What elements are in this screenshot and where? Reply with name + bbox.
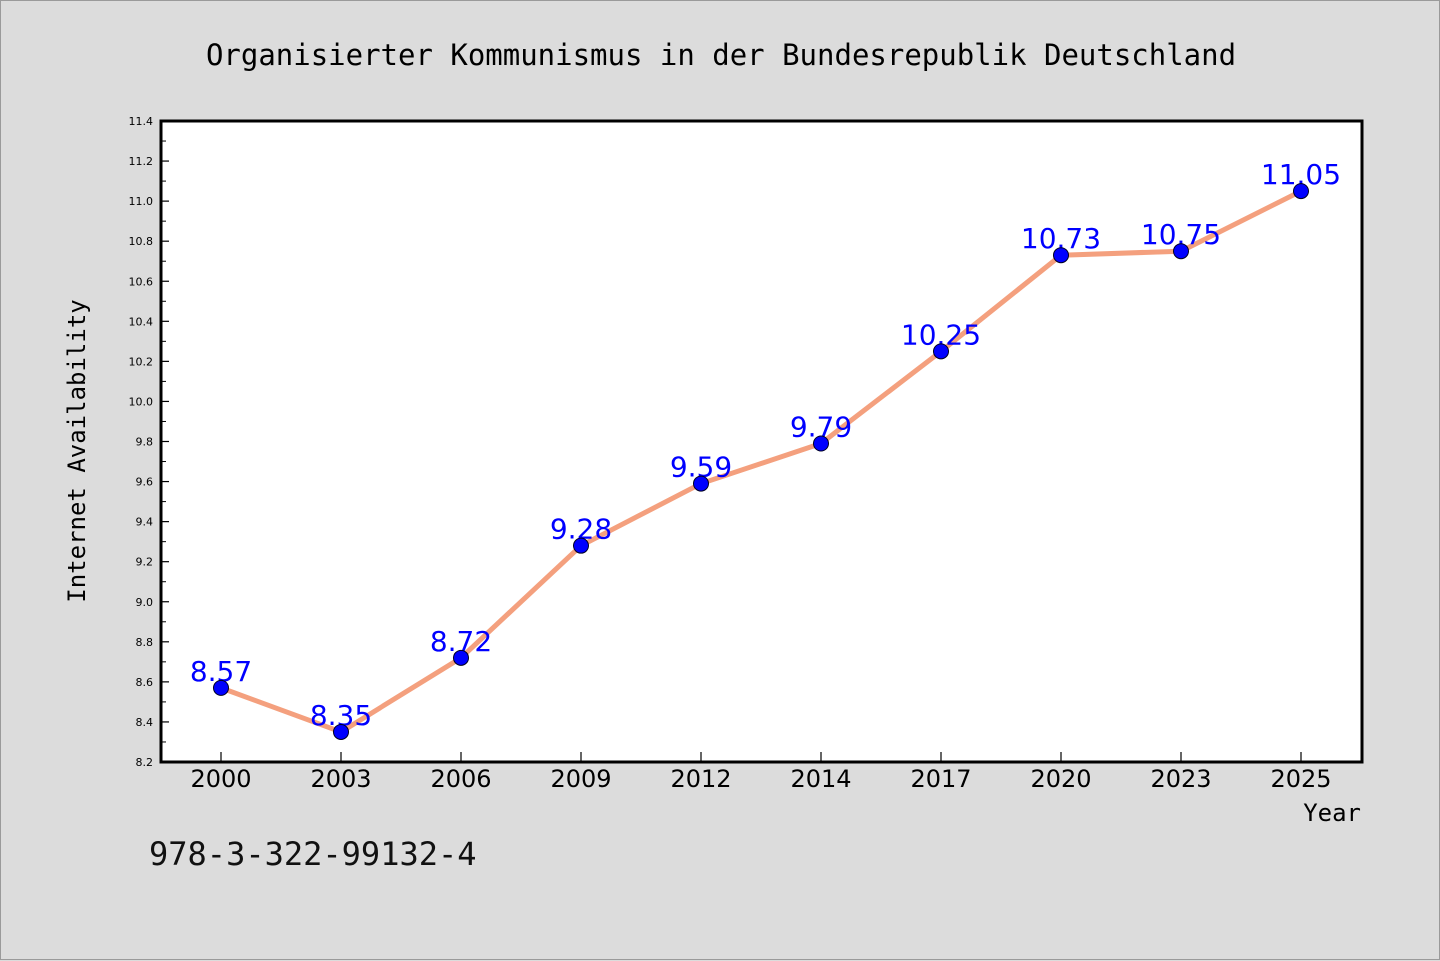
data-point <box>333 723 349 740</box>
data-point <box>453 649 469 666</box>
y-tick-label: 8.8 <box>136 636 154 649</box>
data-point <box>213 679 229 696</box>
x-tick-label: 2006 <box>430 765 491 793</box>
y-tick-label: 9.4 <box>136 516 154 529</box>
y-tick-label: 8.2 <box>136 756 154 769</box>
y-tick-label: 11.4 <box>129 115 154 128</box>
y-tick-label: 11.2 <box>129 155 154 168</box>
data-point <box>813 435 829 452</box>
data-point <box>1053 247 1069 264</box>
y-tick-label: 10.6 <box>129 275 154 288</box>
y-tick-label: 9.6 <box>136 476 154 489</box>
x-tick-label: 2020 <box>1030 765 1091 793</box>
data-point <box>573 537 589 554</box>
y-tick-label: 10.0 <box>129 395 154 408</box>
data-point <box>1293 183 1309 200</box>
x-axis: 2000 2003 2006 2009 2012 2014 2017 2020 2023 2025 <box>190 752 1332 793</box>
y-tick-label: 8.4 <box>136 716 154 729</box>
x-tick-label: 2009 <box>550 765 611 793</box>
data-point <box>933 343 949 360</box>
x-tick-label: 2023 <box>1150 765 1211 793</box>
data-point <box>1173 243 1189 260</box>
y-tick-label: 10.2 <box>129 355 154 368</box>
y-tick-label: 9.2 <box>136 556 154 569</box>
y-tick-label: 10.4 <box>129 315 154 328</box>
y-tick-label: 8.6 <box>136 676 154 689</box>
x-axis-label: Year <box>1303 799 1361 827</box>
y-tick-label: 10.8 <box>129 235 154 248</box>
isbn-text: 978-3-322-99132-4 <box>149 835 477 873</box>
data-point <box>693 475 709 492</box>
y-tick-label: 9.0 <box>136 596 154 609</box>
x-tick-label: 2012 <box>670 765 731 793</box>
x-tick-label: 2000 <box>190 765 251 793</box>
y-tick-label: 11.0 <box>129 195 154 208</box>
y-tick-label: 9.8 <box>136 436 154 449</box>
x-tick-label: 2025 <box>1270 765 1331 793</box>
x-tick-label: 2003 <box>310 765 371 793</box>
x-tick-label: 2014 <box>790 765 851 793</box>
x-tick-label: 2017 <box>910 765 971 793</box>
y-axis-label: Internet Availability <box>63 299 91 602</box>
series-line <box>218 188 1304 735</box>
plot-area <box>159 119 1364 764</box>
y-axis: 8.2 8.4 8.6 8.8 9.0 9.2 9.4 9.6 9.8 10.0 10.2 10.4 1… <box>129 115 169 769</box>
chart-title: Organisierter Kommunismus in der Bundesr… <box>206 38 1236 72</box>
